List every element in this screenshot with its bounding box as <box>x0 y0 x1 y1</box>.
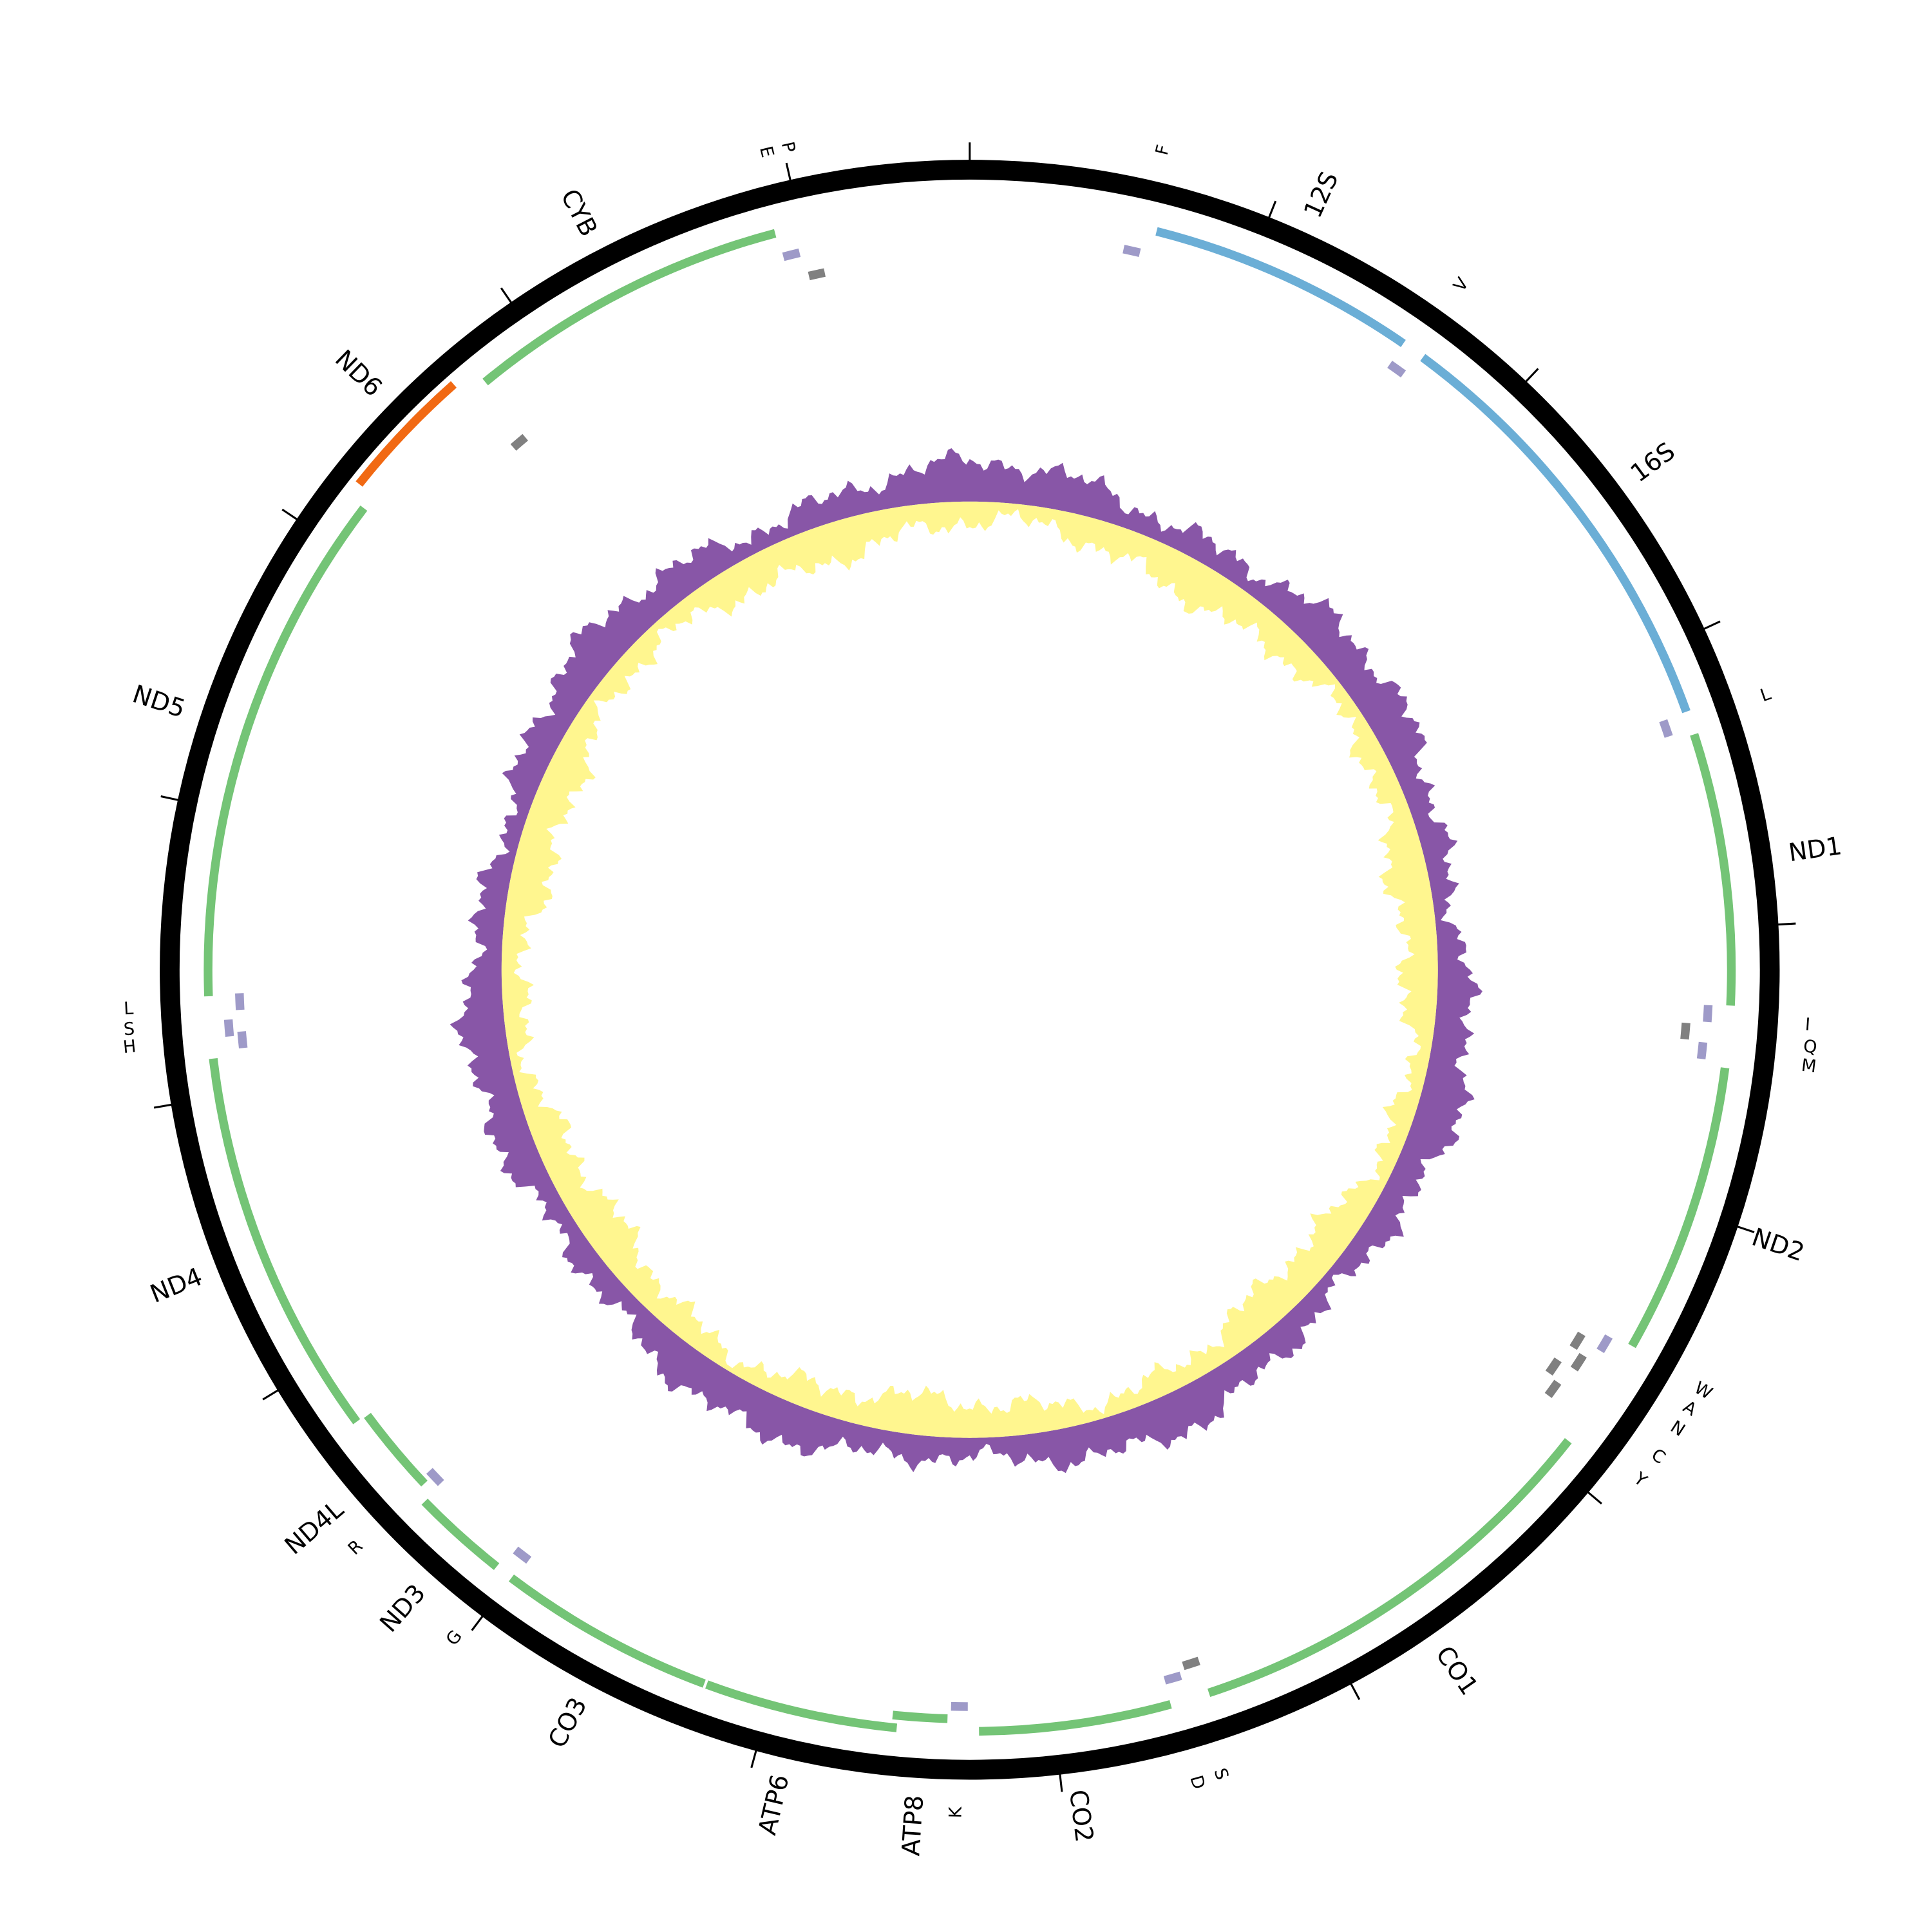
trna-label: R <box>345 1536 367 1558</box>
trna-mark <box>237 1031 248 1049</box>
gene-arc <box>1420 354 1690 714</box>
ring-tick <box>1580 1485 1602 1505</box>
trna-label: F <box>1152 143 1174 157</box>
gene-label: ND1 <box>1786 831 1843 867</box>
feature-labels: E P F12SV16SLND1IQMND2WANCYCO1SDCO2KATP8AT… <box>122 140 1844 1857</box>
gene-label: ND4 <box>146 1262 207 1309</box>
gene-label: 16S <box>1625 437 1681 488</box>
trna-label: S <box>123 1019 135 1039</box>
trna-label: V <box>1450 274 1473 296</box>
trna-label: H <box>122 1036 137 1057</box>
ring-tick <box>1728 1222 1755 1233</box>
ring-tick <box>785 162 794 190</box>
trna-mark <box>1122 245 1141 258</box>
gene-label: ND2 <box>1748 1223 1808 1267</box>
gene-arc <box>1155 227 1406 347</box>
trna-label: P <box>777 140 799 155</box>
trna-mark <box>782 248 801 261</box>
trna-mark <box>1387 361 1406 378</box>
ring-tick <box>281 508 306 526</box>
trna-label: N <box>1667 1417 1689 1441</box>
trna-mark <box>1696 1041 1708 1060</box>
gene-arc <box>204 505 368 997</box>
ring-tick <box>471 1607 489 1631</box>
gene-arc <box>1690 733 1736 1006</box>
gene-label: CO3 <box>543 1693 593 1753</box>
trna-mark <box>510 433 529 451</box>
ring-tick <box>262 1384 287 1401</box>
gene-label: ND6 <box>329 345 388 402</box>
ring-tick <box>750 1741 760 1768</box>
trna-label: E <box>755 144 777 160</box>
gene-arc <box>209 1057 361 1425</box>
gc-skew-positive <box>450 448 1482 1473</box>
gene-label: ND5 <box>129 679 189 724</box>
gene-arc <box>421 1499 500 1570</box>
trna-label: K <box>946 1806 966 1818</box>
ring-tick <box>1345 1674 1361 1700</box>
trna-label: M <box>1800 1056 1817 1077</box>
gene-label: ATP8 <box>896 1794 929 1857</box>
trna-label: Y <box>1629 1468 1651 1492</box>
ring-tick <box>1057 1765 1063 1792</box>
gene-arc <box>364 1412 428 1487</box>
trna-label: S <box>1210 1766 1233 1783</box>
gc-skew-negative <box>501 501 1438 1438</box>
gene-arc <box>1628 1067 1730 1349</box>
trna-mark <box>1544 1379 1562 1398</box>
trna-mark <box>1659 719 1673 738</box>
gene-arc <box>1208 1437 1572 1698</box>
ring-tick <box>500 287 518 311</box>
trna-mark <box>1680 1022 1690 1040</box>
ring-tick <box>1768 922 1796 926</box>
ring-tick <box>160 795 188 803</box>
trna-mark <box>808 268 826 281</box>
ring-tick <box>1694 620 1721 634</box>
genome-ring <box>160 160 1780 1780</box>
ring-tick <box>153 1102 182 1109</box>
gene-arc <box>482 229 777 386</box>
trna-label: A <box>1680 1397 1700 1420</box>
trna-label: L <box>123 999 133 1019</box>
ring-ticks <box>153 142 1796 1792</box>
trna-mark <box>1545 1357 1562 1376</box>
trna-mark <box>1182 1656 1200 1671</box>
gene-arc <box>355 381 457 487</box>
trna-mark <box>426 1468 444 1486</box>
gene-label: CYB <box>554 184 603 241</box>
gene-label: 12S <box>1298 167 1344 222</box>
trna-mark <box>1570 1352 1587 1372</box>
trna-mark <box>513 1546 532 1564</box>
trna-label: L <box>1758 684 1774 706</box>
trna-label: G <box>442 1627 466 1649</box>
gene-label: CO2 <box>1063 1788 1099 1844</box>
ring-tick <box>1519 368 1539 390</box>
trna-label: I <box>1804 1014 1811 1034</box>
gene-label: ND3 <box>374 1579 431 1638</box>
gene-label: ATP6 <box>753 1772 795 1837</box>
gc-skew-track <box>450 448 1482 1473</box>
trna-label: D <box>1186 1773 1208 1791</box>
trna-mark <box>223 1019 234 1037</box>
trna-label: C <box>1647 1445 1669 1468</box>
trna-mark <box>1703 1005 1713 1023</box>
trna-mark <box>1163 1671 1182 1685</box>
gene-arc <box>508 1574 706 1688</box>
gene-arc <box>892 1710 948 1723</box>
trna-mark <box>1569 1331 1586 1350</box>
gene-arc <box>705 1680 898 1732</box>
gene-label: CO1 <box>1430 1641 1483 1701</box>
gene-arc <box>979 1700 1172 1736</box>
ring-tick <box>1264 200 1277 227</box>
trna-label: Q <box>1803 1036 1818 1057</box>
trna-mark <box>1596 1334 1613 1354</box>
feature-track <box>204 227 1736 1736</box>
gene-label: ND4L <box>279 1495 350 1560</box>
